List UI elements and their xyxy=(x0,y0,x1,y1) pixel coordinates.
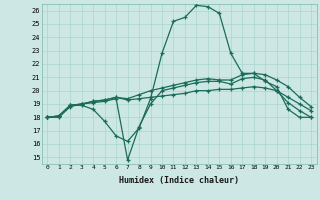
X-axis label: Humidex (Indice chaleur): Humidex (Indice chaleur) xyxy=(119,176,239,185)
